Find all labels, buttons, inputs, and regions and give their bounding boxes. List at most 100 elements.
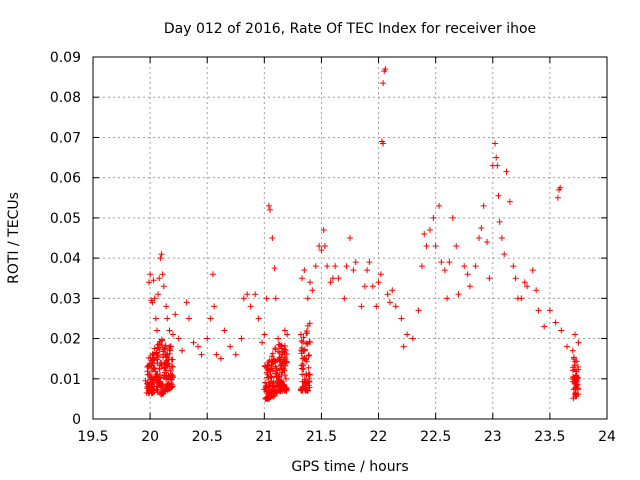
data-point: [303, 330, 310, 337]
data-point: [398, 315, 405, 322]
data-point: [185, 315, 192, 322]
data-point: [564, 343, 571, 350]
data-point: [278, 343, 285, 350]
data-point: [232, 351, 239, 358]
data-point: [384, 291, 391, 298]
data-point: [554, 194, 561, 201]
data-point: [430, 214, 437, 221]
data-point: [272, 345, 279, 352]
data-point: [195, 343, 202, 350]
data-point: [265, 202, 272, 209]
data-point: [268, 373, 275, 380]
data-point: [204, 335, 211, 342]
data-point: [261, 331, 268, 338]
data-point: [546, 307, 553, 314]
data-point: [275, 335, 282, 342]
data-point: [183, 299, 190, 306]
data-point: [300, 334, 307, 341]
data-point: [347, 235, 353, 241]
data-point: [168, 381, 175, 388]
data-point: [478, 224, 485, 231]
data-point: [278, 365, 285, 372]
data-point: [572, 393, 579, 400]
data-point: [316, 243, 323, 250]
data-point: [156, 275, 163, 282]
data-point: [303, 356, 310, 363]
data-point: [153, 349, 160, 356]
x-tick-label: 22.5: [420, 429, 451, 445]
data-point: [151, 364, 158, 371]
data-point: [438, 259, 445, 266]
data-point: [269, 380, 276, 387]
data-point: [299, 361, 306, 368]
data-point: [518, 295, 525, 302]
data-point: [305, 364, 312, 371]
data-point: [299, 348, 306, 355]
x-tick-label: 19.5: [77, 429, 108, 445]
y-tick-labels: 0 0.01 0.02 0.03 0.04 0.05 0.06 0.07 0.08 0.09: [50, 50, 81, 428]
data-point: [466, 283, 473, 290]
data-point: [167, 343, 174, 350]
data-point: [369, 283, 376, 290]
data-point: [332, 263, 339, 270]
data-point: [160, 390, 167, 397]
data-point: [449, 214, 456, 221]
data-point: [498, 235, 505, 241]
data-point: [377, 271, 384, 278]
data-point: [464, 271, 471, 278]
data-point: [529, 267, 536, 274]
data-point: [341, 295, 348, 302]
data-point: [494, 162, 501, 169]
data-point: [364, 267, 371, 274]
data-point: [267, 389, 274, 396]
data-point: [557, 184, 564, 191]
plot-frame: [92, 56, 608, 420]
data-point: [299, 339, 306, 346]
data-point: [263, 295, 270, 302]
data-point: [282, 362, 289, 369]
data-point: [152, 315, 159, 322]
data-point: [309, 287, 316, 294]
data-point: [575, 339, 582, 346]
data-point: [156, 378, 163, 385]
data-point: [273, 389, 280, 396]
data-point: [327, 279, 334, 286]
data-point: [164, 315, 171, 322]
data-point: [476, 235, 483, 241]
data-point: [444, 295, 451, 302]
data-point: [446, 259, 453, 266]
data-point: [155, 345, 162, 352]
data-point: [404, 331, 411, 338]
data-point: [392, 303, 399, 310]
data-point: [240, 295, 247, 302]
data-point: [259, 339, 266, 346]
data-point: [283, 375, 290, 382]
data-point: [300, 366, 307, 373]
data-point: [270, 359, 277, 366]
data-point: [335, 275, 342, 282]
data-point: [207, 315, 214, 322]
data-point: [510, 263, 517, 270]
data-point: [558, 327, 565, 334]
data-point: [306, 320, 313, 327]
data-point: [169, 331, 176, 338]
data-point: [350, 267, 357, 274]
data-point: [493, 154, 500, 161]
data-point: [418, 263, 425, 270]
data-point: [303, 340, 310, 347]
data-point: [303, 386, 310, 393]
data-point: [484, 239, 491, 246]
x-tick-label: 20.5: [192, 429, 223, 445]
data-point: [154, 356, 161, 363]
data-point: [147, 271, 154, 278]
data-point: [164, 360, 171, 367]
data-point: [238, 335, 245, 342]
data-point: [167, 367, 174, 374]
data-point: [299, 275, 306, 282]
data-point: [273, 367, 280, 374]
data-point: [158, 251, 165, 258]
data-point: [318, 247, 325, 254]
data-point: [264, 367, 271, 374]
data-point: [572, 331, 579, 338]
x-tick-label: 24: [598, 429, 616, 445]
